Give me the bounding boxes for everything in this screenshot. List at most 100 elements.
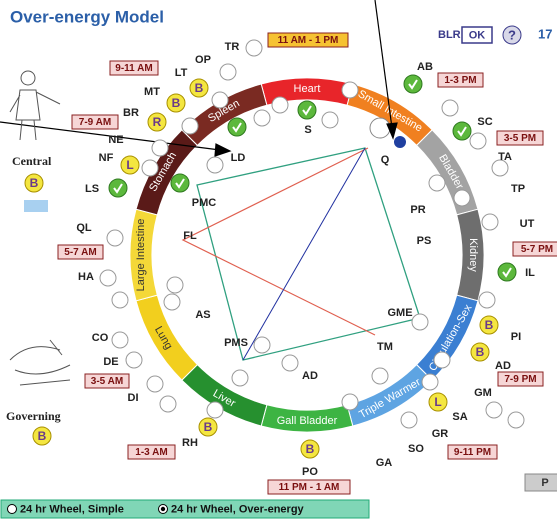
badge-letter: L <box>126 158 133 172</box>
badge-letter: B <box>30 176 39 190</box>
point-circle <box>164 294 180 310</box>
time-label: 9-11 PM <box>454 447 491 458</box>
radio[interactable] <box>8 505 17 514</box>
point-label: NF <box>99 152 114 164</box>
point-label: PO <box>302 466 318 478</box>
point-circle <box>107 230 123 246</box>
point-label: DI <box>128 392 139 404</box>
point-label: Q <box>381 154 390 166</box>
point-label: DE <box>103 356 118 368</box>
point-circle <box>167 277 183 293</box>
point-label: TP <box>511 183 525 195</box>
segment-label: Gall Bladder <box>277 415 338 427</box>
badge-letter: B <box>172 96 181 110</box>
time-label: 11 AM - 1 PM <box>278 35 339 46</box>
point-circle <box>454 190 470 206</box>
time-label: 9-11 AM <box>115 63 152 74</box>
badge-letter: B <box>195 81 204 95</box>
check-badge <box>498 263 516 281</box>
point-label: SA <box>452 411 467 423</box>
point-circle <box>422 374 438 390</box>
point-label: NE <box>108 134 123 146</box>
segment-label: Kidney <box>467 238 479 272</box>
point-label: GME <box>387 307 412 319</box>
point-label: AD <box>495 360 511 372</box>
point-label: PMC <box>192 197 217 209</box>
point-label: GA <box>376 457 393 469</box>
point-circle <box>147 376 163 392</box>
point-circle <box>246 40 262 56</box>
point-label: PS <box>417 235 432 247</box>
point-circle <box>152 140 168 156</box>
badge-letter: B <box>485 318 494 332</box>
number: 17 <box>538 26 552 41</box>
segment-label: Heart <box>294 83 321 95</box>
point-circle <box>220 64 236 80</box>
point-label: LD <box>231 152 246 164</box>
badge-letter: L <box>434 395 441 409</box>
point-circle <box>486 402 502 418</box>
time-label: 11 PM - 1 AM <box>279 482 340 493</box>
point-circle <box>282 355 298 371</box>
point-label: QL <box>76 222 92 234</box>
point-circle <box>442 100 458 116</box>
point-circle <box>372 368 388 384</box>
point-circle <box>482 214 498 230</box>
point-circle <box>401 412 417 428</box>
time-label: 3-5 PM <box>504 133 536 144</box>
point-circle <box>470 133 486 149</box>
point-label: OP <box>195 54 211 66</box>
point-circle <box>160 396 176 412</box>
option: 24 hr Wheel, Over-energy <box>171 503 305 515</box>
time-label: 3-5 AM <box>91 376 123 387</box>
time-label: 5-7 PM <box>521 244 553 255</box>
point-label: PR <box>410 204 425 216</box>
check-badge <box>404 75 422 93</box>
point-label: TM <box>377 341 393 353</box>
point-label: UT <box>520 218 535 230</box>
point-label: AB <box>417 61 433 73</box>
title: Over-energy Model <box>10 7 164 26</box>
point-circle <box>370 118 390 138</box>
point-circle <box>342 394 358 410</box>
point-circle <box>429 175 445 191</box>
check-badge <box>171 174 189 192</box>
badge-letter: R <box>153 115 162 129</box>
point-label: AS <box>195 309 210 321</box>
point-label: SC <box>477 116 492 128</box>
badge-letter: B <box>204 420 213 434</box>
badge-letter: B <box>476 345 485 359</box>
figure-sketch <box>10 71 70 385</box>
badge-letter: B <box>306 442 315 456</box>
point-label: PMS <box>224 337 248 349</box>
green-square <box>197 148 420 360</box>
point-label: PI <box>511 331 521 343</box>
blue-dot <box>394 136 406 148</box>
point-circle <box>112 332 128 348</box>
point-circle <box>207 157 223 173</box>
time-label: 1-3 AM <box>135 447 167 458</box>
point-circle <box>412 314 428 330</box>
check-badge <box>109 179 127 197</box>
point-label: IL <box>525 267 535 279</box>
point-circle <box>142 160 158 176</box>
point-circle <box>254 337 270 353</box>
point-circle <box>112 292 128 308</box>
time-label: 7-9 PM <box>504 374 536 385</box>
point-circle <box>126 352 142 368</box>
point-label: LS <box>85 183 99 195</box>
point-circle <box>182 118 198 134</box>
point-label: TA <box>498 151 512 163</box>
point-circle <box>232 370 248 386</box>
point-label: TR <box>225 41 240 53</box>
badge-letter: B <box>38 429 47 443</box>
point-label: LT <box>175 67 188 79</box>
point-label: MT <box>144 86 160 98</box>
point-label: FL <box>183 230 197 242</box>
point-circle <box>100 270 116 286</box>
point-label: BR <box>123 107 139 119</box>
partial-button-text: P <box>541 477 548 489</box>
inner-lines <box>183 148 420 360</box>
point-label: GR <box>432 428 449 440</box>
time-label: 1-3 PM <box>444 75 476 86</box>
